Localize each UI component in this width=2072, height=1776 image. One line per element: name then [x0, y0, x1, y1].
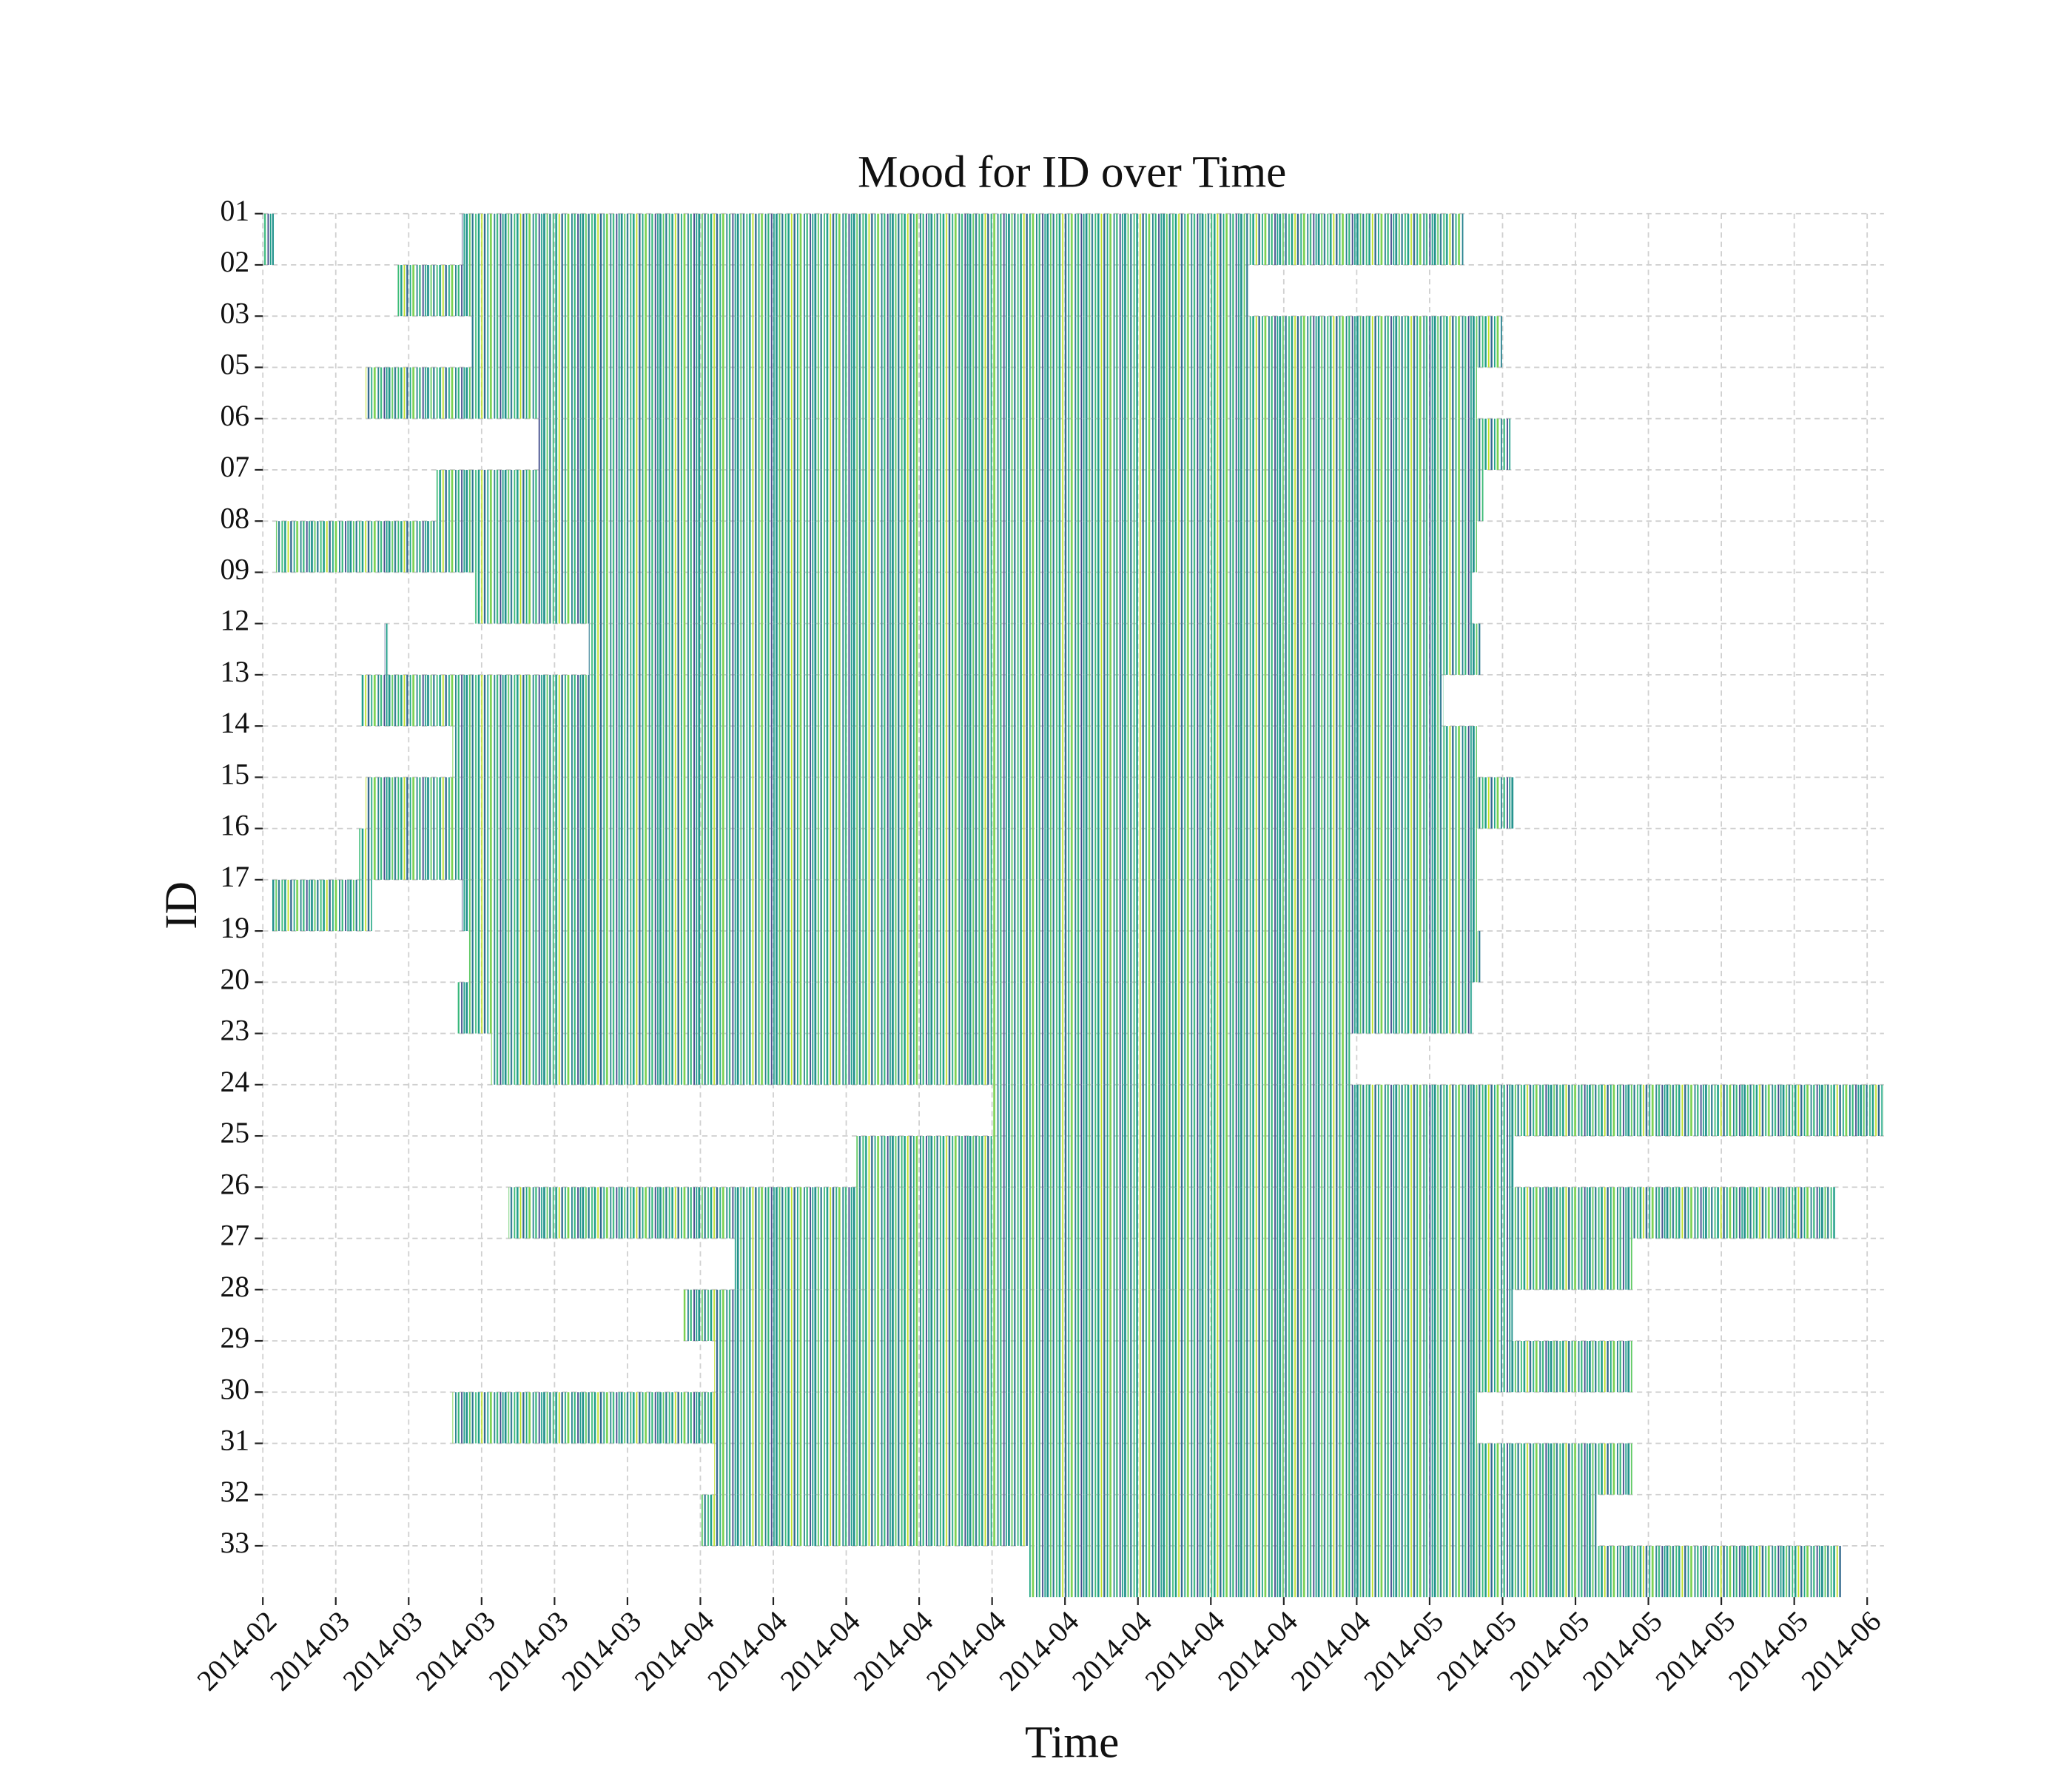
- mood-span: [491, 1033, 1350, 1085]
- y-tick-label: 29: [220, 1322, 249, 1354]
- y-tick-label: 13: [220, 656, 249, 688]
- y-tick-label: 07: [220, 451, 249, 483]
- x-tick-label: 2014-05: [1576, 1605, 1669, 1698]
- mood-span: [452, 1392, 1477, 1444]
- x-tick-label: 2014-04: [847, 1605, 940, 1698]
- y-tick-label: 30: [220, 1373, 249, 1405]
- mood-span: [537, 418, 1511, 470]
- y-tick-label: 14: [220, 707, 249, 739]
- y-tick-label: 08: [220, 502, 249, 534]
- x-tick-label: 2014-04: [920, 1605, 1012, 1698]
- y-tick-label: 26: [220, 1168, 249, 1200]
- x-tick-label: 2014-05: [1722, 1605, 1814, 1698]
- mood-span: [588, 623, 1481, 675]
- y-tick-label: 20: [220, 963, 249, 995]
- mood-span: [396, 264, 1250, 317]
- x-tick-label: 2014-04: [1066, 1605, 1158, 1698]
- y-tick-label: 16: [220, 810, 249, 842]
- x-tick-label: 2014-03: [409, 1605, 502, 1698]
- mood-span: [701, 1494, 1598, 1546]
- mood-span: [714, 1443, 1633, 1495]
- mood-span: [366, 777, 1515, 829]
- mood-span: [471, 316, 1504, 368]
- x-tick-label: 2014-04: [702, 1605, 794, 1698]
- y-tick-label: 12: [220, 605, 249, 637]
- y-tick-label: 17: [220, 861, 249, 893]
- y-tick-label: 31: [220, 1424, 249, 1457]
- x-tick-label: 2014-05: [1649, 1605, 1742, 1698]
- y-tick-label: 33: [220, 1527, 249, 1559]
- x-tick-label: 2014-03: [263, 1605, 356, 1698]
- mood-span: [462, 213, 1464, 265]
- mood-span: [855, 1136, 1515, 1188]
- mood-span: [452, 726, 1477, 778]
- x-tick-label: 2014-05: [1358, 1605, 1450, 1698]
- y-tick-label: 01: [220, 195, 249, 227]
- mood-span: [360, 674, 1444, 727]
- y-tick-label: 03: [220, 297, 249, 329]
- x-axis-label: Time: [1025, 1718, 1119, 1768]
- y-tick-label: 02: [220, 246, 249, 278]
- y-tick-label: 06: [220, 400, 249, 432]
- x-tick-label: 2014-04: [628, 1605, 721, 1698]
- y-tick-label: 05: [220, 349, 249, 381]
- x-tick-label: 2014-04: [774, 1605, 867, 1698]
- x-tick-label: 2014-04: [1285, 1605, 1377, 1698]
- mood-span: [473, 572, 1473, 624]
- mood-span: [734, 1238, 1633, 1290]
- x-tick-label: 2014-04: [1139, 1605, 1231, 1698]
- mood-span: [272, 879, 373, 932]
- y-tick-label: 27: [220, 1220, 249, 1252]
- x-tick-label: 2014-04: [1211, 1605, 1304, 1698]
- x-tick-label: 2014-06: [1795, 1605, 1888, 1698]
- x-tick-label: 2014-03: [337, 1605, 429, 1698]
- mood-span: [992, 1084, 1884, 1137]
- y-tick-label: 19: [220, 912, 249, 944]
- mood-span: [468, 931, 1481, 983]
- mood-span: [366, 367, 1477, 419]
- y-tick-label: 25: [220, 1117, 249, 1149]
- x-tick-label: 2014-04: [993, 1605, 1086, 1698]
- mood-span: [683, 1289, 1513, 1341]
- bars: [263, 213, 1884, 1598]
- mood-span: [436, 469, 1484, 522]
- chart-title: Mood for ID over Time: [858, 147, 1286, 198]
- mood-span: [462, 879, 1477, 932]
- mood-span: [263, 213, 274, 265]
- x-tick-label: 2014-03: [556, 1605, 648, 1698]
- mood-span: [359, 828, 1477, 880]
- y-tick-label: 32: [220, 1476, 249, 1508]
- y-tick-label: 09: [220, 554, 249, 586]
- x-tick-label: 2014-03: [482, 1605, 575, 1698]
- mood-span: [1029, 1545, 1842, 1598]
- y-tick-label: 23: [220, 1015, 249, 1047]
- x-tick-label: 2014-02: [191, 1605, 283, 1698]
- y-tick-label: 15: [220, 758, 249, 790]
- mood-span: [275, 521, 1477, 573]
- y-tick-label: 24: [220, 1066, 249, 1098]
- mood-span: [714, 1340, 1633, 1393]
- x-tick-label: 2014-05: [1504, 1605, 1596, 1698]
- x-tick-label: 2014-05: [1430, 1605, 1523, 1698]
- y-tick-label: 28: [220, 1271, 249, 1303]
- mood-span: [508, 1187, 1835, 1239]
- mood-span: [384, 623, 388, 675]
- y-axis-label: ID: [156, 881, 206, 929]
- mood-span: [457, 982, 1473, 1034]
